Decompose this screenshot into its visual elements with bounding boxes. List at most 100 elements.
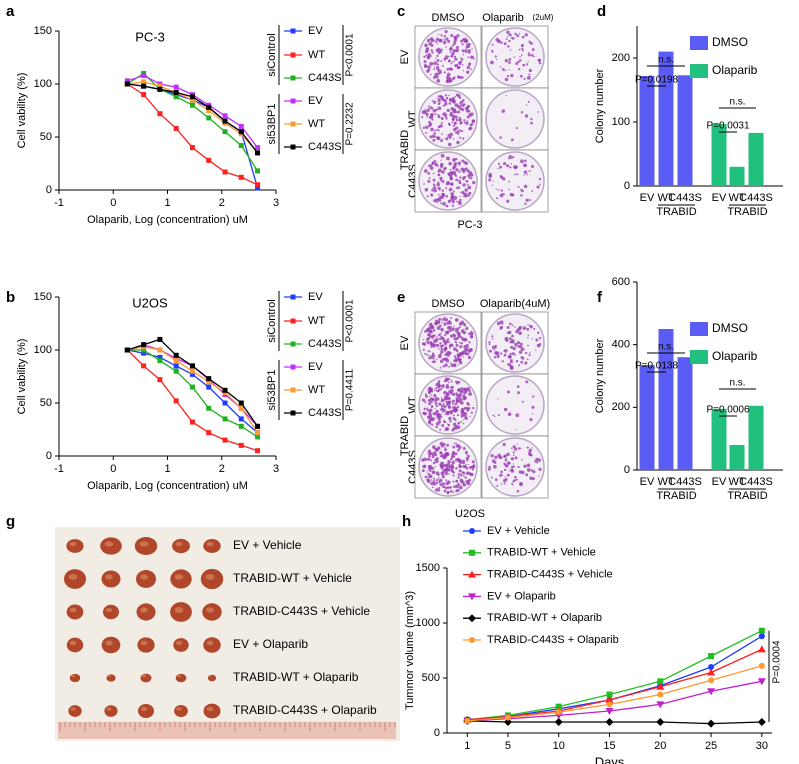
colony xyxy=(519,56,521,58)
colony xyxy=(426,396,428,399)
colony xyxy=(458,464,462,469)
tumor-highlight xyxy=(107,674,111,678)
colony xyxy=(468,341,471,344)
colony xyxy=(508,462,511,465)
colony xyxy=(538,58,542,62)
x-tick-label: -1 xyxy=(54,197,64,209)
colony xyxy=(435,479,438,482)
marker xyxy=(222,437,228,443)
marker xyxy=(206,115,212,121)
colony xyxy=(451,327,455,332)
marker xyxy=(707,688,716,696)
colony xyxy=(465,48,468,51)
colony xyxy=(521,400,524,403)
tumor-highlight xyxy=(106,707,112,711)
colony xyxy=(491,43,494,46)
colony xyxy=(454,356,457,359)
panel-label: e xyxy=(397,289,405,306)
colony xyxy=(430,193,434,197)
colony xyxy=(521,356,525,360)
colony xyxy=(457,65,461,69)
colony xyxy=(462,160,466,164)
colony xyxy=(503,407,508,412)
colony xyxy=(506,74,510,78)
colony xyxy=(443,71,446,74)
colony xyxy=(432,461,436,465)
colony xyxy=(432,187,434,189)
colony xyxy=(422,412,426,416)
colony xyxy=(461,460,466,465)
colony xyxy=(437,193,440,196)
colony xyxy=(455,427,458,430)
colony xyxy=(516,443,519,445)
colony xyxy=(510,73,514,78)
bar xyxy=(639,75,655,186)
row-label: EV xyxy=(399,49,411,64)
colony xyxy=(444,30,448,34)
colony xyxy=(517,391,521,395)
marker xyxy=(189,97,195,103)
colony xyxy=(491,476,493,479)
colony xyxy=(458,129,461,132)
legend-swatch xyxy=(690,350,708,364)
colony xyxy=(421,116,424,118)
colony xyxy=(457,162,459,164)
colony xyxy=(518,470,523,474)
marker xyxy=(157,354,163,360)
colony xyxy=(448,329,452,333)
colony xyxy=(505,94,507,97)
colony xyxy=(449,171,453,175)
marker xyxy=(206,376,212,382)
bar xyxy=(658,329,674,470)
colony xyxy=(517,465,520,469)
colony xyxy=(515,345,517,348)
colony xyxy=(421,110,426,114)
colony xyxy=(428,464,431,467)
bar xyxy=(729,166,745,186)
p-value: P<0.0001 xyxy=(345,299,356,343)
marker xyxy=(708,677,715,684)
colony xyxy=(454,340,457,344)
colony xyxy=(447,59,451,63)
legend-marker xyxy=(469,549,475,556)
colony xyxy=(449,177,453,181)
colony xyxy=(452,44,455,47)
colony xyxy=(464,188,468,192)
marker xyxy=(605,696,614,703)
colony xyxy=(497,398,499,400)
marker xyxy=(255,434,261,440)
colony xyxy=(459,176,462,179)
tumor-highlight xyxy=(140,574,148,580)
colony xyxy=(433,68,436,71)
colony xyxy=(508,180,511,183)
y-tick-label: 600 xyxy=(612,276,630,288)
colony xyxy=(455,398,460,402)
colony xyxy=(455,49,458,52)
legend-marker xyxy=(290,341,296,347)
colony xyxy=(435,386,438,390)
colony xyxy=(433,322,436,325)
colony xyxy=(466,70,470,74)
colony xyxy=(422,458,425,461)
colony xyxy=(444,94,448,97)
colony xyxy=(538,336,542,340)
sig-label: P=0.0198 xyxy=(635,75,679,86)
colony xyxy=(528,68,532,73)
colony xyxy=(437,51,440,54)
colony xyxy=(514,32,517,36)
colony xyxy=(448,389,452,394)
colony xyxy=(527,100,530,103)
marker xyxy=(238,405,244,411)
colony xyxy=(455,380,460,385)
legend-label: WT xyxy=(308,49,325,61)
colony xyxy=(450,111,453,115)
colony xyxy=(450,364,452,367)
colony xyxy=(448,187,453,192)
colony xyxy=(441,344,444,347)
colony xyxy=(534,460,538,463)
colony xyxy=(508,337,512,340)
colony xyxy=(531,48,535,51)
colony xyxy=(507,390,511,394)
colony xyxy=(504,77,509,82)
colony xyxy=(440,159,442,161)
